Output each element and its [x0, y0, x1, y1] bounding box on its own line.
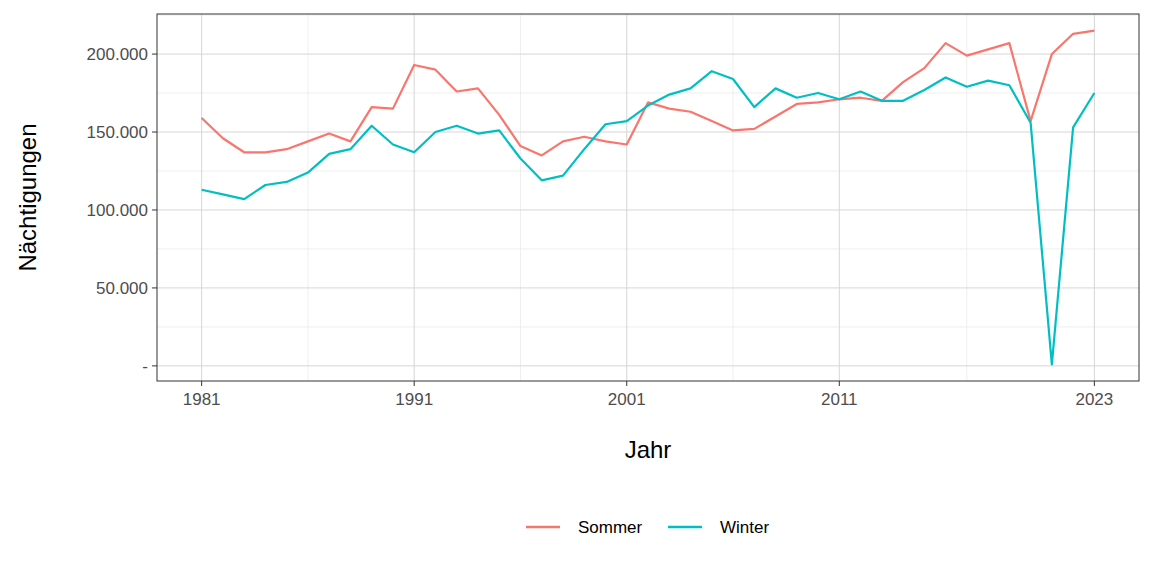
- legend-key: [668, 526, 702, 529]
- grid-line: [1094, 14, 1095, 381]
- y-tick-label: -: [142, 357, 148, 376]
- tick: [152, 209, 157, 210]
- minor-grid-line: [157, 93, 1139, 94]
- tick: [201, 381, 202, 386]
- minor-grid-line: [157, 15, 1139, 16]
- plot-frame: [157, 14, 1139, 381]
- grid: [157, 14, 1139, 381]
- y-tick-label: 200.000: [87, 45, 148, 64]
- background: [0, 0, 1152, 576]
- legend-label: Winter: [720, 518, 769, 537]
- minor-grid-line: [966, 14, 967, 381]
- grid-line: [157, 365, 1139, 366]
- axes: - 50.000 100.000 150.000 200.000 1981 1991 2001…: [87, 45, 1114, 409]
- tick: [152, 54, 157, 55]
- chart: - 50.000 100.000 150.000 200.000 1981 1991 2001…: [0, 0, 1152, 576]
- legend-label: Sommer: [578, 518, 643, 537]
- legend-key: [526, 526, 560, 529]
- x-tick-label: 1991: [395, 390, 433, 409]
- minor-grid-line: [157, 170, 1139, 171]
- series-line: [202, 31, 1095, 156]
- tick: [414, 381, 415, 386]
- x-tick-label: 2023: [1075, 390, 1113, 409]
- minor-grid-line: [520, 14, 521, 381]
- y-axis-label: Nächtigungen: [14, 123, 41, 271]
- grid-line: [157, 132, 1139, 133]
- legend: Sommer Winter: [526, 518, 769, 537]
- tick: [626, 381, 627, 386]
- x-tick-label: 2011: [821, 390, 858, 409]
- tick: [152, 365, 157, 366]
- tick: [1094, 381, 1095, 386]
- lines: [202, 31, 1095, 365]
- tick: [152, 287, 157, 288]
- x-axis-label: Jahr: [625, 436, 672, 463]
- grid-line: [157, 209, 1139, 210]
- minor-grid-line: [307, 14, 308, 381]
- grid-line: [157, 287, 1139, 288]
- y-tick-label: 100.000: [87, 201, 148, 220]
- minor-grid-line: [733, 14, 734, 381]
- series-line: [202, 71, 1095, 364]
- grid-line: [414, 14, 415, 381]
- x-tick-label: 1981: [183, 390, 221, 409]
- y-tick-label: 150.000: [87, 123, 148, 142]
- grid-line: [626, 14, 627, 381]
- tick: [839, 381, 840, 386]
- minor-grid-line: [157, 326, 1139, 327]
- grid-line: [839, 14, 840, 381]
- grid-line: [157, 54, 1139, 55]
- tick: [152, 132, 157, 133]
- y-tick-label: 50.000: [96, 279, 148, 298]
- grid-line: [201, 14, 202, 381]
- x-tick-label: 2001: [608, 390, 646, 409]
- minor-grid-line: [157, 248, 1139, 249]
